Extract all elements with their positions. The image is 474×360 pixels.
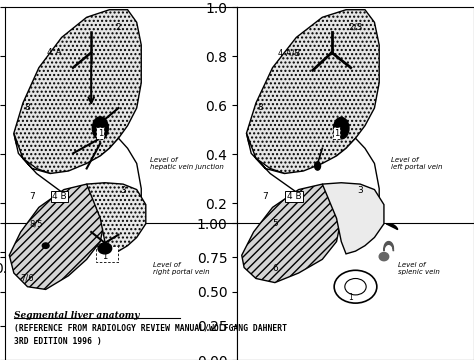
Text: 1: 1 [348, 293, 353, 302]
Text: 2/3: 2/3 [348, 23, 363, 32]
Text: Level of
splenic vein: Level of splenic vein [398, 262, 440, 275]
Polygon shape [242, 184, 341, 283]
Text: 4 B: 4 B [52, 192, 67, 201]
Text: 7: 7 [29, 192, 35, 201]
Polygon shape [384, 242, 393, 251]
Ellipse shape [334, 117, 349, 139]
Ellipse shape [315, 162, 320, 170]
Text: Level of
hepatic vein junction: Level of hepatic vein junction [150, 157, 224, 170]
Ellipse shape [98, 243, 112, 254]
Ellipse shape [345, 279, 366, 295]
Polygon shape [246, 133, 379, 229]
Text: 1: 1 [334, 129, 339, 138]
Text: 7/6: 7/6 [21, 274, 34, 283]
Text: 4 A/B: 4 A/B [278, 48, 301, 57]
Text: 7: 7 [263, 192, 268, 201]
Text: 5: 5 [272, 219, 278, 228]
Text: 1: 1 [102, 252, 108, 261]
Text: 2: 2 [116, 23, 121, 32]
Ellipse shape [379, 252, 389, 261]
Text: 4 A: 4 A [47, 48, 62, 57]
Text: Level of
left portal vein: Level of left portal vein [391, 157, 443, 170]
Polygon shape [322, 183, 384, 254]
Ellipse shape [334, 270, 377, 303]
Polygon shape [14, 133, 141, 229]
Text: 1: 1 [98, 129, 103, 138]
Text: 8: 8 [258, 104, 264, 112]
Text: 4 B: 4 B [287, 192, 301, 201]
Polygon shape [14, 10, 141, 174]
Text: 3RD EDITION 1996 ): 3RD EDITION 1996 ) [14, 337, 102, 346]
Text: (REFERENCE FROM RADIOLOGY REVIEW MANUAL/WOLFGANG DAHNERT: (REFERENCE FROM RADIOLOGY REVIEW MANUAL/… [14, 324, 287, 333]
Polygon shape [96, 246, 118, 262]
Ellipse shape [42, 243, 49, 248]
Text: 8: 8 [25, 104, 30, 112]
Ellipse shape [92, 117, 108, 139]
Text: Level of
right portal vein: Level of right portal vein [153, 262, 209, 275]
Text: 6: 6 [272, 264, 278, 274]
Text: 3: 3 [120, 186, 126, 195]
Text: 3: 3 [357, 186, 363, 195]
Text: Segmental liver anatomy: Segmental liver anatomy [14, 311, 140, 320]
Polygon shape [246, 10, 379, 174]
Polygon shape [87, 183, 146, 255]
Text: 8/5: 8/5 [30, 219, 43, 228]
Polygon shape [9, 184, 105, 289]
Polygon shape [386, 224, 398, 230]
